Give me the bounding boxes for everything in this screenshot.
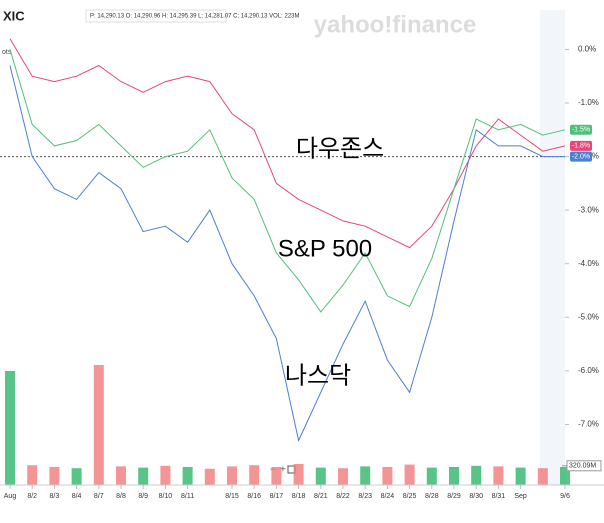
y-tick-label: -3.0%	[578, 205, 599, 214]
x-tick-label: Aug	[4, 493, 17, 500]
x-tick-label: 8/31	[492, 493, 506, 500]
series-line	[9, 65, 565, 443]
symbol: XIC	[3, 8, 25, 23]
y-tick-label: -7.0%	[578, 420, 599, 429]
volume-tick-label: 320.09M	[569, 463, 596, 470]
series-annotation: 나스닥	[285, 362, 351, 389]
series-annotation: S&P 500	[278, 235, 372, 262]
volume-bar	[49, 467, 60, 485]
volume-bar	[271, 467, 282, 485]
volume-bar	[426, 467, 437, 485]
x-tick-label: 8/24	[381, 493, 395, 500]
volume-bar	[27, 465, 38, 485]
y-tick-label: -4.0%	[578, 259, 599, 268]
volume-bar	[537, 468, 548, 485]
volume-bar	[182, 467, 193, 485]
quote: P: 14,290.13 O: 14,290.96 H: 14,295.39 L…	[90, 14, 300, 20]
series-annotation: 다우존스	[296, 135, 384, 162]
end-badge	[570, 124, 592, 135]
volume-bar	[116, 466, 126, 485]
shaded-region	[540, 10, 565, 485]
x-tick-label: 8/9	[138, 493, 148, 500]
volume-bar	[404, 464, 415, 485]
volume-bar	[160, 465, 171, 485]
x-tick-label: 8/8	[116, 493, 126, 500]
x-tick-label: 8/10	[159, 493, 173, 500]
x-tick-label: 8/25	[403, 493, 417, 500]
volume-bar	[449, 467, 459, 485]
volume-bar	[338, 468, 348, 485]
volume-bar	[204, 468, 215, 485]
volume-bar	[471, 465, 482, 485]
end-label: -1.5%	[572, 127, 590, 134]
x-tick-label: 8/23	[358, 493, 372, 500]
quote-box	[85, 9, 227, 23]
x-tick-label: 8/21	[314, 493, 328, 500]
zoom-in[interactable]: +	[280, 465, 286, 476]
volume-bar	[493, 466, 504, 485]
volume-bar	[315, 467, 326, 485]
volume-bar	[71, 468, 82, 485]
x-tick-label: 9/6	[560, 493, 570, 500]
volume-bar	[227, 466, 237, 485]
watermark: yahoo!finance	[314, 11, 477, 38]
x-tick-label: 8/22	[336, 493, 350, 500]
volume-bar	[360, 466, 371, 485]
series-line	[9, 38, 566, 249]
end-label: -1.8%	[572, 143, 590, 150]
volume-bar	[560, 467, 570, 485]
x-tick-label: 8/4	[72, 493, 82, 500]
volume-bar	[138, 467, 149, 485]
x-tick-label: 8/16	[247, 493, 261, 500]
x-tick-label: 8/18	[292, 493, 306, 500]
x-tick-label: 8/2	[27, 493, 37, 500]
x-tick-label: 8/15	[225, 493, 239, 500]
x-tick-label: 8/3	[50, 493, 60, 500]
series-line	[9, 49, 566, 313]
end-label: -2.0%	[572, 153, 590, 160]
x-tick-label: 8/17	[270, 493, 284, 500]
side-label: ots	[2, 49, 12, 56]
x-tick-label: Sep	[514, 493, 527, 500]
x-tick-label: 8/7	[94, 493, 104, 500]
volume-bar	[293, 464, 304, 485]
x-tick-label: 8/11	[181, 493, 194, 500]
y-tick-label: 0.0%	[578, 45, 596, 54]
volume-bar	[5, 371, 15, 485]
x-tick-label: 8/28	[425, 493, 439, 500]
x-tick-label: 8/30	[469, 493, 483, 500]
y-tick-label: -5.0%	[578, 312, 599, 321]
x-tick-label: 8/29	[447, 493, 461, 500]
volume-bar	[93, 365, 104, 485]
y-tick-label: -6.0%	[578, 366, 599, 375]
y-tick-label: -1.0%	[578, 98, 599, 107]
volume-bar	[382, 467, 393, 485]
end-badge	[570, 151, 592, 162]
end-badge	[570, 140, 592, 151]
volume-bar	[515, 467, 526, 485]
volume-bar	[249, 465, 260, 485]
